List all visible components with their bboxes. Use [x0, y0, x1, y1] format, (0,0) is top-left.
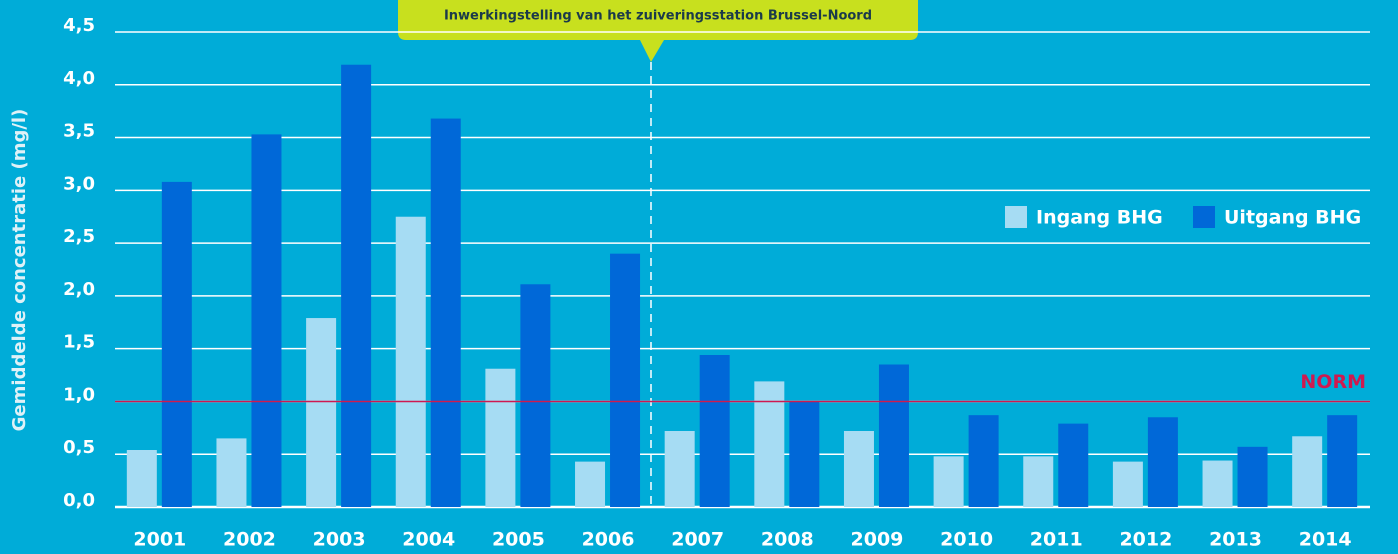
bar [161, 181, 192, 507]
x-tick-label: 2006 [582, 529, 635, 551]
bar [341, 64, 372, 507]
x-tick-label: 2005 [492, 529, 545, 551]
bar [1112, 461, 1143, 507]
y-tick-label: 4,0 [63, 68, 95, 89]
bar [1327, 415, 1358, 507]
bar [1292, 436, 1323, 507]
y-axis-label: Gemiddelde concentratie (mg/l) [9, 109, 30, 432]
x-tick-label: 2008 [761, 529, 814, 551]
bar [754, 381, 785, 507]
bar [1237, 446, 1268, 507]
bar [216, 438, 247, 507]
bar [933, 456, 964, 507]
bar [485, 368, 516, 507]
x-tick-label: 2007 [671, 529, 724, 551]
x-tick-label: 2010 [940, 529, 993, 551]
x-tick-label: 2014 [1299, 529, 1352, 551]
bar [664, 431, 695, 507]
bar [520, 284, 551, 507]
y-tick-label: 3,0 [63, 173, 95, 194]
annotation-text: Inwerkingstelling van het zuiveringsstat… [444, 9, 872, 24]
bar [306, 318, 337, 507]
x-tick-label: 2004 [402, 529, 455, 551]
x-tick-label: 2013 [1209, 529, 1262, 551]
y-tick-label: 1,5 [63, 332, 95, 353]
annotation-box [398, 0, 918, 62]
x-tick-label: 2003 [313, 529, 366, 551]
legend-label: Uitgang BHG [1224, 207, 1361, 229]
bar [1202, 460, 1233, 507]
bar [968, 415, 999, 507]
bar [575, 461, 606, 507]
bar [1023, 456, 1054, 507]
y-tick-label: 1,0 [63, 384, 95, 405]
y-tick-label: 0,0 [63, 490, 95, 511]
x-tick-label: 2009 [851, 529, 904, 551]
norm-label: NORM [1300, 371, 1366, 393]
legend-label: Ingang BHG [1036, 207, 1163, 229]
x-tick-label: 2002 [223, 529, 276, 551]
bar [251, 134, 282, 507]
bar [843, 431, 874, 507]
bar [699, 355, 730, 507]
y-tick-label: 2,5 [63, 226, 95, 247]
legend-swatch [1193, 206, 1215, 228]
y-tick-label: 2,0 [63, 279, 95, 300]
bar [789, 401, 820, 507]
y-tick-label: 0,5 [63, 437, 95, 458]
x-tick-label: 2001 [133, 529, 186, 551]
bar [430, 118, 461, 508]
x-tick-label: 2012 [1119, 529, 1172, 551]
bar [126, 450, 157, 507]
bar [1147, 417, 1178, 507]
y-tick-label: 3,5 [63, 121, 95, 142]
bar [395, 216, 426, 507]
legend-swatch [1005, 206, 1027, 228]
y-tick-label: 4,5 [63, 15, 95, 36]
bar [878, 364, 909, 507]
bar [1058, 423, 1089, 507]
bar [610, 253, 641, 507]
x-tick-label: 2011 [1030, 529, 1083, 551]
